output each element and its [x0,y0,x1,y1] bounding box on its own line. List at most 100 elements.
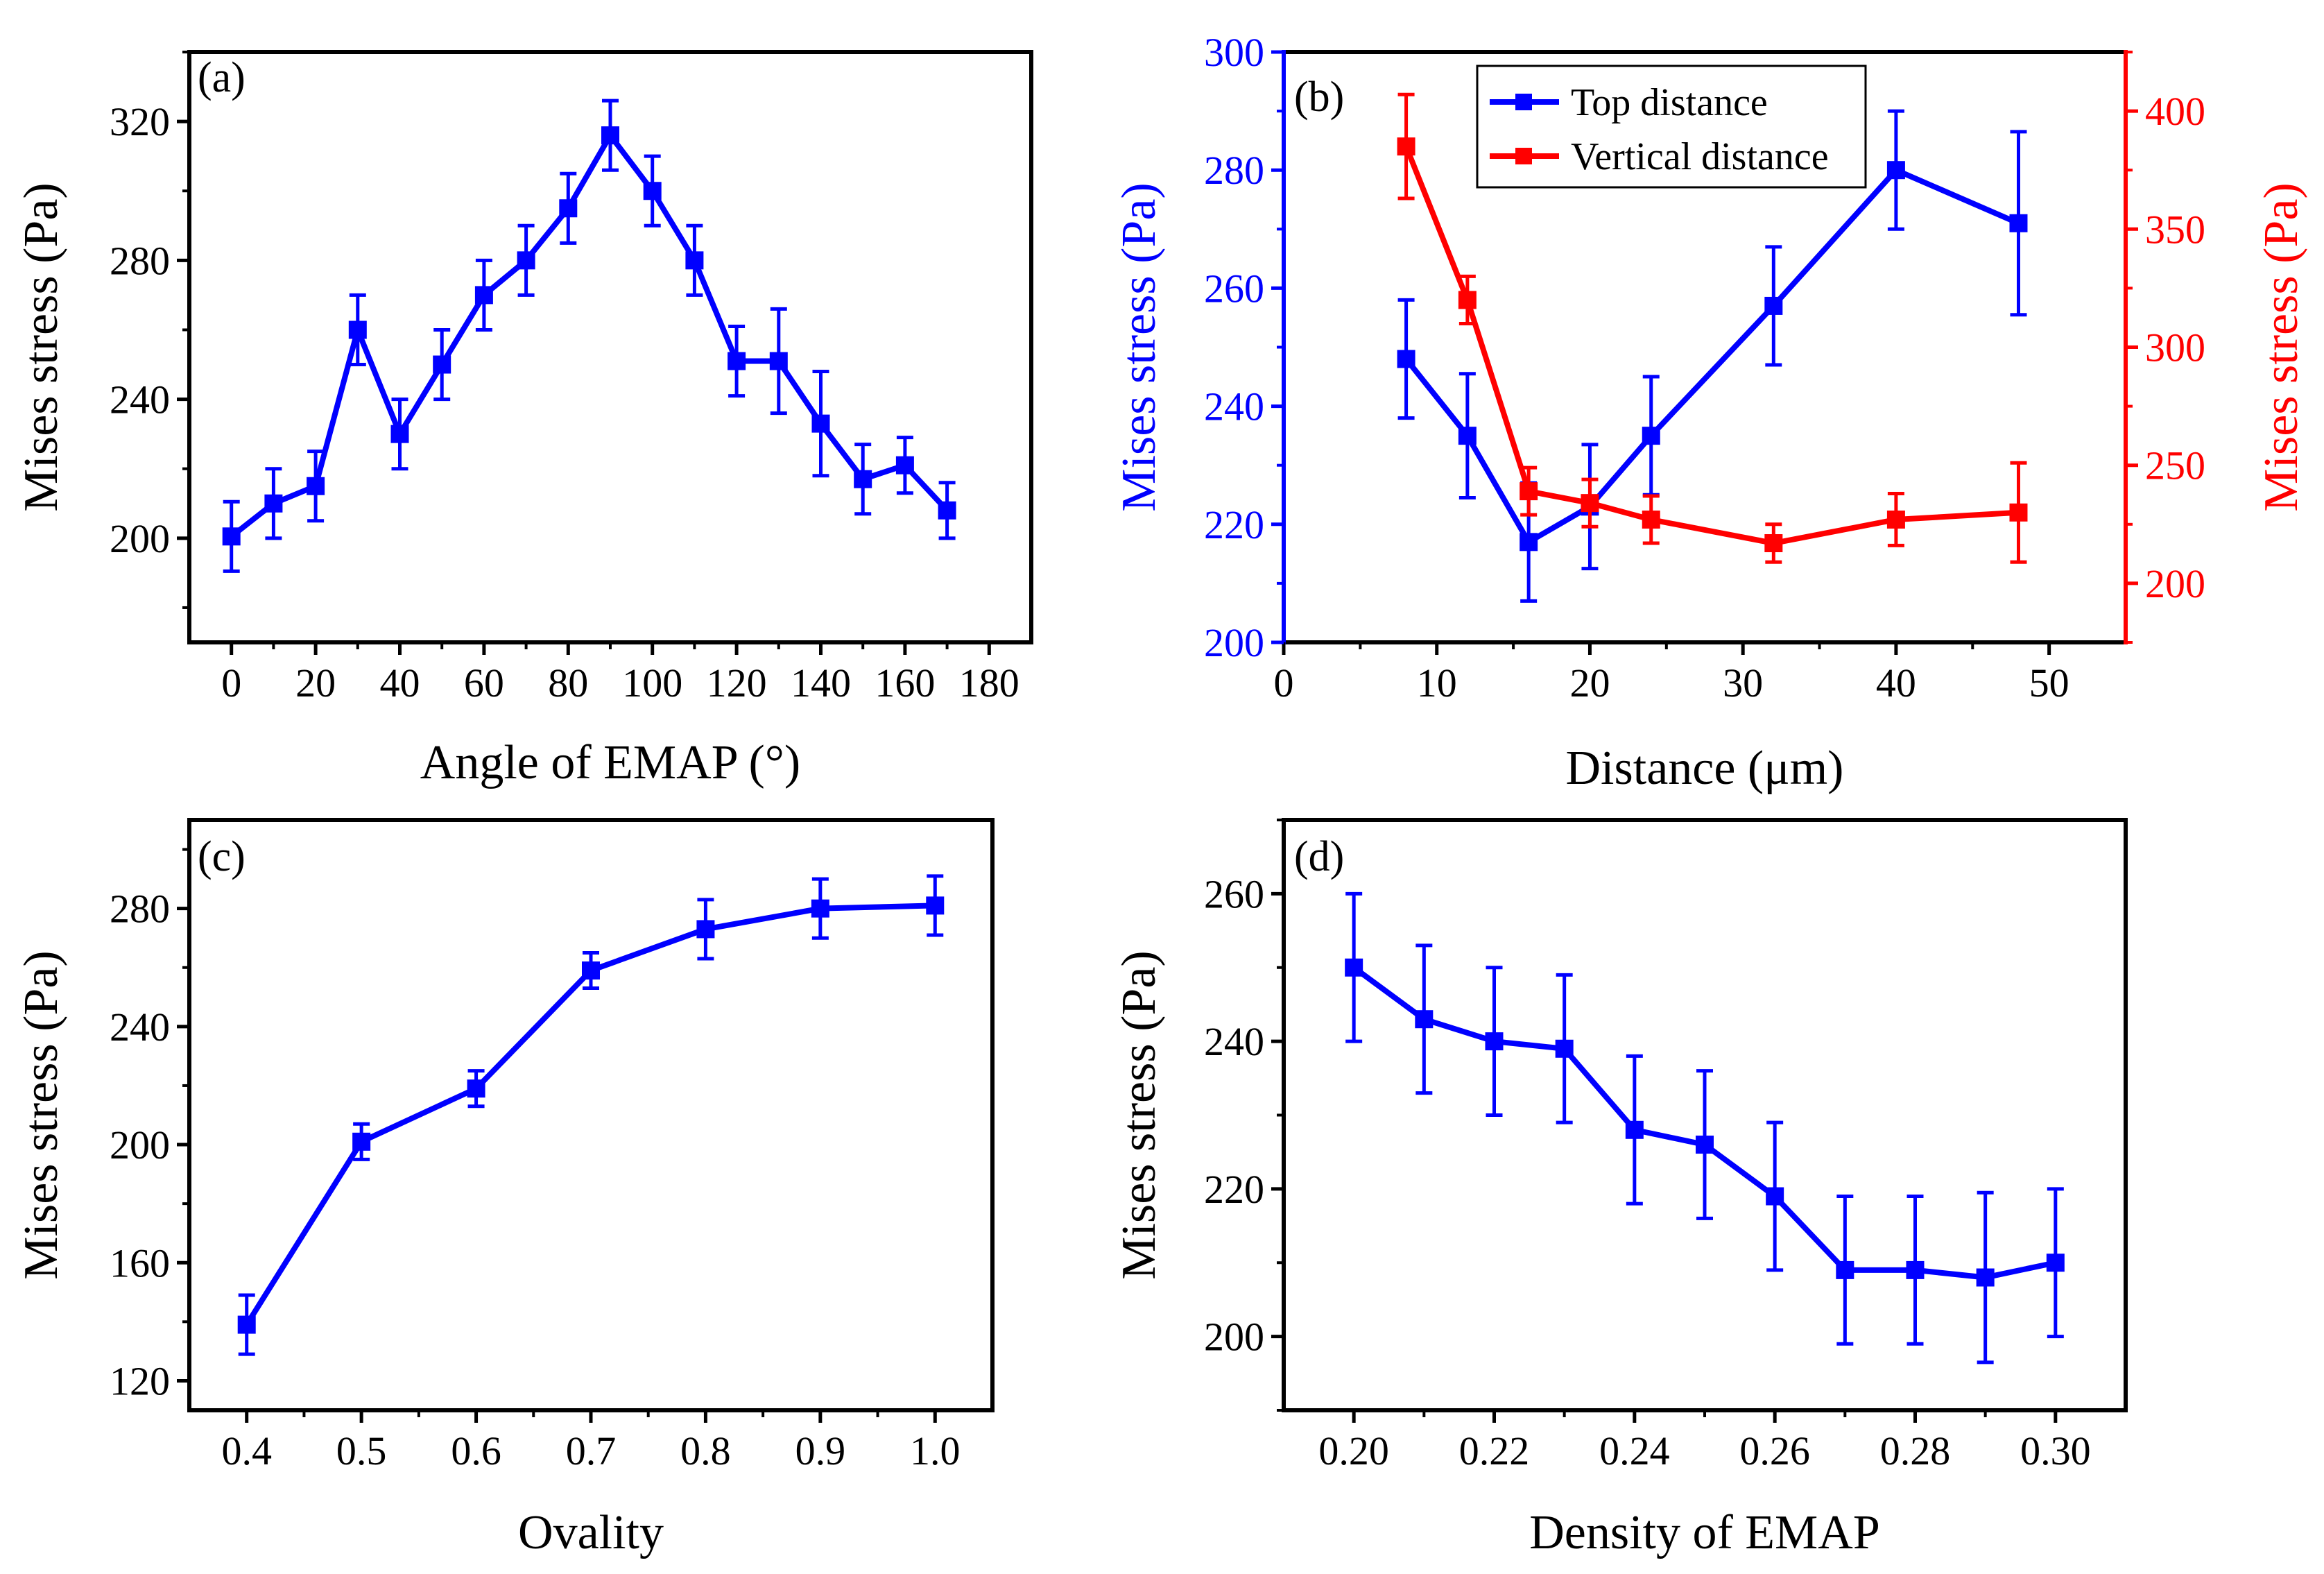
data-point [2009,503,2028,522]
data-point [601,126,619,145]
y-axis-label: Mises stress (Pa) [15,182,68,511]
x-tick-label: 100 [622,660,682,705]
series-mises-stress [237,874,945,1356]
data-point [895,456,914,474]
data-point [1764,296,1783,315]
data-point [433,355,451,374]
y-tick-label: 220 [1204,502,1264,547]
y-tick-label: 320 [110,99,170,144]
y-right-tick-label: 400 [2145,89,2205,134]
x-tick-label: 0.9 [795,1428,846,1473]
data-point [1345,958,1363,977]
y-tick-label: 240 [110,377,170,422]
x-tick-label: 160 [875,660,935,705]
data-point [1555,1039,1574,1058]
y-tick-label: 240 [1204,1019,1264,1064]
y-tick-label: 240 [110,1004,170,1050]
series-line [1404,166,2020,546]
data-point [264,494,283,513]
x-tick-label: 0 [1274,660,1294,705]
chart-panel-a: 0 20 40 60 80 100 120 140 160 180 200 240 280 320 Angl… [15,50,1033,789]
x-tick-label: 0.22 [1459,1428,1530,1473]
x-axis-label: Density of EMAP [1529,1506,1880,1559]
data-point [474,286,493,305]
y-axis-label: Mises stress (Pa) [15,950,68,1279]
legend-swatch-marker [1515,148,1532,164]
panel-label: (b) [1294,74,1344,121]
x-tick-label: 40 [1876,660,1916,705]
data-point [1642,510,1660,529]
series-line [230,130,949,539]
chart-panel-d: 0.20 0.22 0.24 0.26 0.28 0.30 200 220 240 260 Dens… [1112,818,2128,1559]
y-axis-label: Mises stress (Pa) [1112,950,1166,1279]
y-right-tick-label: 200 [2145,561,2205,606]
y-tick-label: 300 [1204,30,1264,75]
x-tick-label: 180 [959,660,1019,705]
x-tick-label: 50 [2029,660,2069,705]
y-right-tick-label: 350 [2145,207,2205,252]
legend-label: Top distance [1571,81,1768,124]
legend-label: Vertical distance [1571,135,1829,178]
data-point [390,425,409,443]
x-tick-label: 80 [548,660,588,705]
data-point [811,899,829,918]
data-point [467,1079,485,1098]
panel-label: (a) [198,54,246,101]
data-point [1485,1032,1504,1051]
y-axis-right-label: Mises stress (Pa) [2255,182,2308,511]
x-tick-label: 60 [464,660,504,705]
y-tick-label: 260 [1204,871,1264,916]
data-point [352,1132,371,1151]
y-tick-label: 220 [1204,1167,1264,1212]
data-point [769,352,788,370]
chart-panel-b: 0 10 20 30 40 50 200 220 240 260 280 300 200 250 300 35… [1112,30,2308,795]
x-tick-label: 1.0 [910,1428,961,1473]
y-tick-label: 200 [110,1122,170,1167]
y-tick-label: 200 [1204,620,1264,665]
x-tick-label: 0.7 [566,1428,617,1473]
x-tick-label: 120 [707,660,767,705]
data-point [1886,161,1905,180]
data-point [685,251,704,270]
x-tick-label: 0.4 [221,1428,272,1473]
data-point [1976,1268,1995,1287]
series-mises-stress [222,99,956,573]
y-axis-label: Mises stress (Pa) [1112,182,1166,511]
y-tick-label: 260 [1204,266,1264,311]
data-point [1415,1010,1434,1029]
data-point [1520,533,1538,551]
x-tick-label: 30 [1723,660,1763,705]
series-mises-stress [1345,891,2065,1365]
x-tick-label: 140 [791,660,851,705]
data-point [1581,494,1599,513]
chart-panel-c: 0.4 0.5 0.6 0.7 0.8 0.9 1.0 120 160 200 240 280 Oval… [15,818,995,1559]
y-tick-label: 200 [1204,1315,1264,1360]
data-point [1458,291,1477,309]
panel-label: (c) [198,833,246,880]
y-tick-label: 160 [110,1240,170,1285]
data-point [1397,350,1415,368]
x-tick-label: 0.5 [336,1428,387,1473]
x-tick-label: 0.8 [680,1428,731,1473]
x-tick-label: 20 [1569,660,1610,705]
x-tick-label: 0.24 [1599,1428,1670,1473]
data-point [559,199,578,218]
legend-box [1476,65,1867,189]
y-tick-label: 280 [110,238,170,283]
data-point [938,501,956,520]
data-point [1458,427,1477,445]
x-tick-label: 0.6 [451,1428,501,1473]
y-tick-label: 280 [1204,148,1264,193]
y-right-tick-label: 300 [2145,325,2205,370]
x-axis-label: Angle of EMAP (°) [420,736,800,789]
data-point [1696,1136,1714,1154]
x-tick-label: 10 [1417,660,1457,705]
y-tick-label: 200 [110,516,170,561]
x-axis-label: Distance (μm) [1566,742,1844,795]
data-point [1886,510,1905,529]
series-vertical-distance [1397,92,2028,564]
data-point [2046,1254,2065,1272]
data-point [1642,427,1660,445]
data-point [348,320,367,339]
